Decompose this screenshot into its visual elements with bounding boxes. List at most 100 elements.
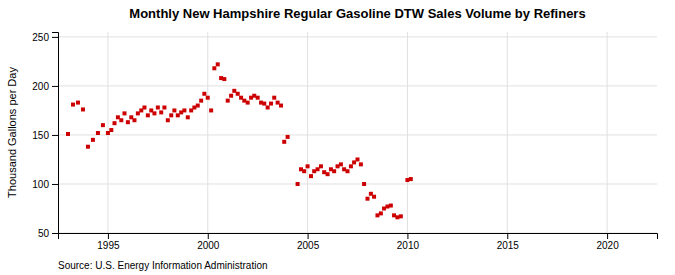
- point: [279, 104, 283, 108]
- point: [169, 113, 173, 117]
- point: [246, 101, 250, 105]
- point: [379, 211, 383, 215]
- chart: 1995 2000 2005 2010 2015 2020 50 100 150 200 250 Mo…: [0, 0, 675, 275]
- point: [346, 169, 350, 173]
- point: [81, 107, 85, 111]
- x-tick: 2020: [596, 233, 619, 251]
- point: [399, 214, 403, 218]
- point: [319, 164, 323, 168]
- point: [372, 195, 376, 199]
- grid-line-x: [507, 32, 508, 233]
- point: [152, 111, 156, 115]
- point: [339, 162, 343, 166]
- x-axis-line: [59, 234, 658, 240]
- point: [101, 123, 105, 127]
- x-tick: 2010: [397, 233, 420, 251]
- y-tick-label: 250: [32, 32, 49, 43]
- source-note: Source: U.S. Energy Information Administ…: [58, 260, 268, 271]
- point: [166, 118, 170, 122]
- point: [122, 111, 126, 115]
- point: [326, 172, 330, 176]
- x-tick-label: 1995: [97, 240, 120, 251]
- point: [109, 128, 113, 132]
- point: [186, 115, 190, 119]
- x-tick-mark: [607, 233, 608, 239]
- x-tick: 2015: [497, 233, 520, 251]
- point: [206, 96, 210, 100]
- x-tick-mark: [308, 233, 309, 239]
- point: [356, 157, 360, 161]
- point: [66, 132, 70, 136]
- grid-line-x: [407, 32, 408, 233]
- point: [362, 182, 366, 186]
- point: [202, 92, 206, 96]
- point: [156, 105, 160, 109]
- y-tick-mark: [52, 233, 58, 234]
- point: [306, 164, 310, 168]
- grid-line-y: [58, 134, 657, 135]
- x-tick-label: 2000: [197, 240, 220, 251]
- point: [349, 164, 353, 168]
- y-axis-line: [52, 33, 59, 234]
- plot: 1995 2000 2005 2010 2015 2020 50 100 150 200 250: [32, 32, 657, 251]
- y-tick-mark: [52, 135, 58, 136]
- y-tick: 200: [32, 81, 58, 92]
- y-tick: 50: [38, 228, 58, 239]
- point: [132, 118, 136, 122]
- point: [142, 105, 146, 109]
- point: [71, 103, 75, 107]
- point: [296, 182, 300, 186]
- point: [262, 102, 266, 106]
- title: Monthly New Hampshire Regular Gasoline D…: [129, 6, 585, 21]
- y-tick: 100: [32, 179, 58, 190]
- point: [126, 120, 130, 124]
- grid-line-x: [607, 32, 608, 233]
- points: [66, 62, 413, 219]
- y-axis-title: Thousand Gallons per Day: [6, 67, 18, 198]
- grid-line-y: [58, 183, 657, 184]
- point: [86, 145, 90, 149]
- x-tick-mark: [108, 233, 109, 239]
- x-tick-label: 2005: [297, 240, 320, 251]
- y-tick-label: 50: [38, 228, 50, 239]
- x-tick: 2005: [297, 233, 320, 251]
- point: [199, 99, 203, 103]
- point: [222, 77, 226, 81]
- y-tick-mark: [52, 37, 58, 38]
- grid-line-x: [207, 32, 208, 233]
- point: [209, 108, 213, 112]
- point: [226, 99, 230, 103]
- point: [282, 140, 286, 144]
- x-tick: 1995: [97, 233, 120, 251]
- y-tick-label: 200: [32, 81, 49, 92]
- point: [172, 108, 176, 112]
- x-tick-mark: [507, 233, 508, 239]
- x-tick-mark: [407, 233, 408, 239]
- x-tick-label: 2015: [497, 240, 520, 251]
- point: [182, 108, 186, 112]
- grid-line-x: [307, 32, 308, 233]
- grid-line-y: [58, 85, 657, 86]
- x-tick: 2000: [197, 233, 220, 251]
- y-tick-mark: [52, 86, 58, 87]
- point: [286, 135, 290, 139]
- x-axis: 1995 2000 2005 2010 2015 2020: [59, 233, 658, 251]
- y-tick: 150: [32, 130, 58, 141]
- point: [216, 62, 220, 66]
- x-tick-label: 2020: [596, 240, 619, 251]
- point: [389, 204, 393, 208]
- point: [162, 105, 166, 109]
- y-tick-label: 150: [32, 130, 49, 141]
- point: [359, 162, 363, 166]
- point: [196, 104, 200, 108]
- point: [365, 197, 369, 201]
- y-tick-label: 100: [32, 179, 49, 190]
- y-tick: 250: [32, 32, 58, 43]
- point: [332, 169, 336, 173]
- grid: [58, 32, 657, 233]
- x-tick-label: 2010: [397, 240, 420, 251]
- point: [96, 131, 100, 135]
- point: [309, 174, 313, 178]
- point: [76, 101, 80, 105]
- point: [113, 121, 117, 125]
